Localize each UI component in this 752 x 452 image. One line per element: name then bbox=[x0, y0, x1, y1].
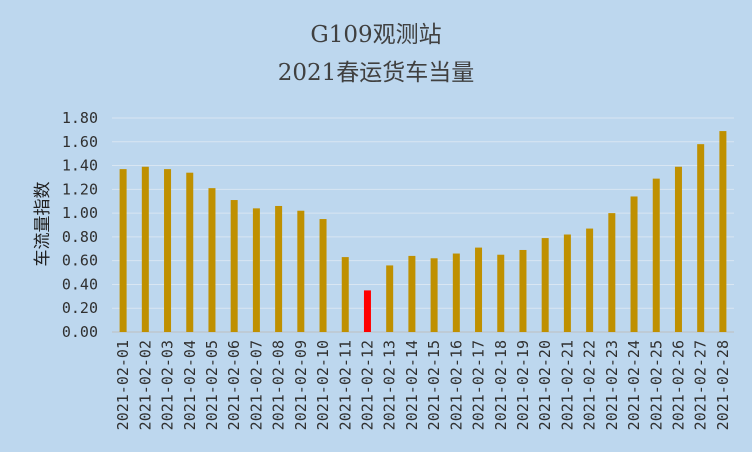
x-tick-label: 2021-02-18 bbox=[492, 340, 510, 430]
x-tick-labels: 2021-02-01 2021-02-02 2021-02-03 2021-02-04… bbox=[114, 340, 732, 430]
bar bbox=[586, 228, 594, 332]
x-tick-label: 2021-02-08 bbox=[270, 340, 288, 430]
bar bbox=[475, 247, 483, 332]
x-tick-label: 2021-02-04 bbox=[181, 340, 199, 430]
x-tick-label: 2021-02-16 bbox=[447, 340, 465, 430]
x-tick-label: 2021-02-02 bbox=[136, 340, 154, 430]
bar bbox=[452, 253, 460, 332]
chart-title-line1: G109观测站 bbox=[310, 22, 441, 48]
y-tick-label: 1.80 bbox=[62, 109, 98, 127]
bar bbox=[119, 169, 127, 332]
bar bbox=[719, 131, 727, 332]
x-tick-label: 2021-02-03 bbox=[159, 340, 177, 430]
y-tick-label: 0.20 bbox=[62, 299, 98, 317]
y-tick-label: 1.40 bbox=[62, 157, 98, 175]
x-tick-label: 2021-02-26 bbox=[669, 340, 687, 430]
bar-highlighted bbox=[363, 290, 371, 332]
y-tick-label: 0.60 bbox=[62, 252, 98, 270]
x-tick-label: 2021-02-27 bbox=[692, 340, 710, 430]
x-tick-label: 2021-02-20 bbox=[536, 340, 554, 430]
x-tick-label: 2021-02-06 bbox=[225, 340, 243, 430]
bar bbox=[541, 238, 549, 332]
y-tick-label: 0.40 bbox=[62, 275, 98, 293]
bar bbox=[697, 144, 705, 332]
bar bbox=[652, 178, 660, 332]
x-tick-label: 2021-02-05 bbox=[203, 340, 221, 430]
bar bbox=[497, 254, 505, 332]
x-tick-label: 2021-02-13 bbox=[381, 340, 399, 430]
bar bbox=[563, 234, 571, 332]
x-tick-label: 2021-02-25 bbox=[647, 340, 665, 430]
bar bbox=[608, 213, 616, 332]
x-tick-label: 2021-02-09 bbox=[292, 340, 310, 430]
x-tick-label: 2021-02-10 bbox=[314, 340, 332, 430]
gridlines bbox=[112, 117, 734, 333]
bar bbox=[386, 265, 394, 332]
bar bbox=[430, 258, 438, 332]
bar bbox=[408, 255, 416, 332]
y-axis-label: 车流量指数 bbox=[33, 182, 53, 267]
bar bbox=[519, 249, 527, 332]
y-tick-labels: 0.00 0.20 0.40 0.60 0.80 1.00 1.20 1.40 1.60 1.80 bbox=[62, 109, 98, 341]
y-tick-label: 0.80 bbox=[62, 228, 98, 246]
bar bbox=[275, 205, 283, 332]
x-tick-label: 2021-02-14 bbox=[403, 340, 421, 430]
x-tick-label: 2021-02-01 bbox=[114, 340, 132, 430]
bar bbox=[230, 200, 238, 332]
y-tick-label: 0.00 bbox=[62, 323, 98, 341]
bar bbox=[674, 166, 682, 332]
x-tick-label: 2021-02-21 bbox=[558, 340, 576, 430]
x-tick-label: 2021-02-19 bbox=[514, 340, 532, 430]
x-tick-label: 2021-02-17 bbox=[470, 340, 488, 430]
x-tick-label: 2021-02-28 bbox=[714, 340, 732, 430]
y-tick-label: 1.00 bbox=[62, 204, 98, 222]
bars bbox=[119, 131, 727, 332]
bar bbox=[297, 210, 305, 332]
chart-title-line2: 2021春运货车当量 bbox=[278, 60, 475, 86]
bar bbox=[186, 172, 194, 332]
x-tick-label: 2021-02-23 bbox=[603, 340, 621, 430]
bar bbox=[341, 257, 349, 332]
y-tick-label: 1.60 bbox=[62, 133, 98, 151]
bar bbox=[208, 188, 216, 332]
x-tick-label: 2021-02-22 bbox=[581, 340, 599, 430]
bar bbox=[141, 166, 149, 332]
bar bbox=[164, 169, 172, 332]
bar bbox=[252, 208, 260, 332]
bar bbox=[630, 196, 638, 332]
y-tick-label: 1.20 bbox=[62, 180, 98, 198]
x-tick-label: 2021-02-07 bbox=[247, 340, 265, 430]
bar bbox=[319, 219, 327, 332]
x-tick-label: 2021-02-15 bbox=[425, 340, 443, 430]
x-tick-label: 2021-02-12 bbox=[358, 340, 376, 430]
x-tick-label: 2021-02-11 bbox=[336, 340, 354, 430]
x-tick-label: 2021-02-24 bbox=[625, 340, 643, 430]
